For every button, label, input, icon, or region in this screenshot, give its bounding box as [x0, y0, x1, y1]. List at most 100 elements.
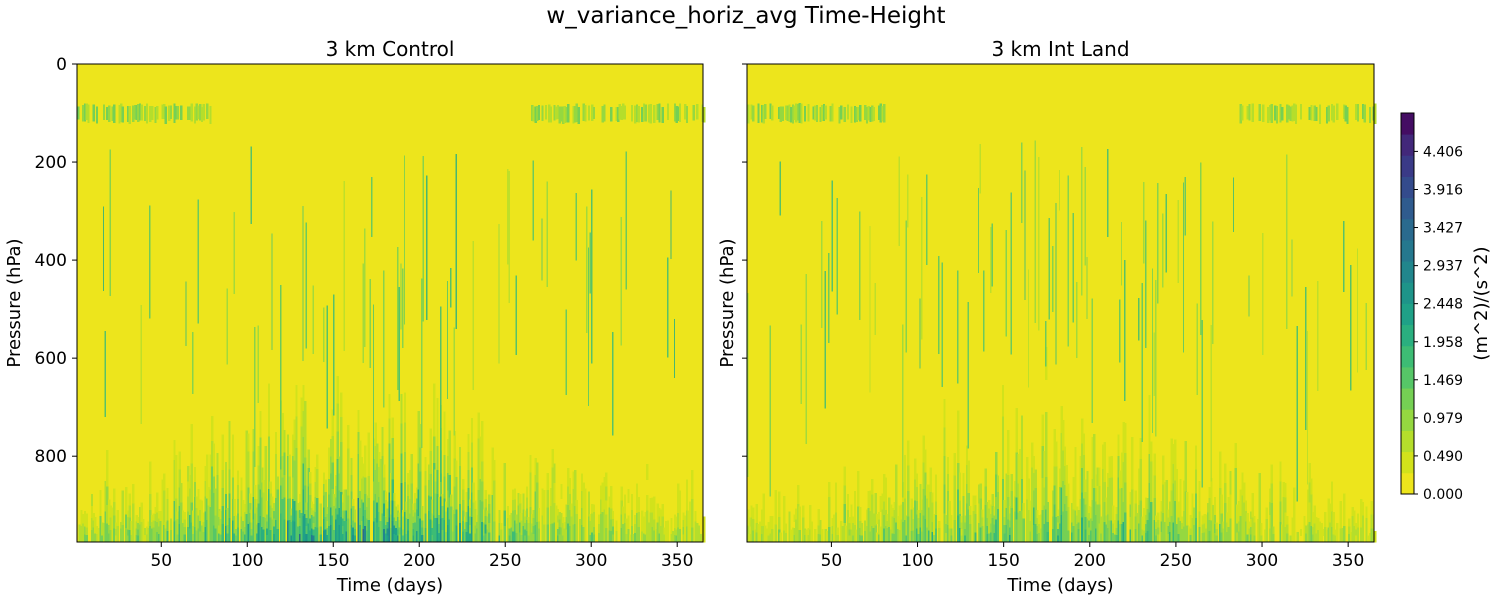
heatmap-cell [921, 520, 924, 532]
heatmap-cell [266, 507, 269, 516]
heatmap-cell [840, 520, 843, 532]
heatmap-cell [525, 486, 529, 498]
heatmap-cell [989, 514, 993, 524]
heatmap-streak [575, 193, 578, 261]
colorbar-segment [1401, 218, 1414, 241]
heatmap-cell [1155, 515, 1158, 523]
heatmap-cell [759, 531, 762, 543]
heatmap-cell [1007, 497, 1010, 521]
heatmap-cell [582, 512, 585, 528]
heatmap-cell [685, 526, 689, 543]
heatmap-cell [111, 524, 114, 543]
heatmap-cell [1163, 482, 1167, 503]
heatmap-cell [807, 527, 810, 536]
heatmap-cell [1020, 447, 1024, 480]
heatmap-cell [269, 505, 272, 519]
heatmap-cell [670, 534, 673, 543]
heatmap-upper-band [800, 103, 803, 124]
heatmap-cell [1219, 505, 1222, 525]
heatmap-cell [691, 498, 694, 514]
heatmap-cell [946, 491, 950, 509]
heatmap-cell [572, 489, 575, 508]
heatmap-cell [1053, 523, 1056, 543]
heatmap-cell [1182, 526, 1186, 543]
heatmap-cell [204, 526, 207, 543]
heatmap-cell [393, 517, 396, 527]
heatmap-cell [448, 475, 451, 498]
heatmap-upper-band [133, 105, 137, 120]
heatmap-cell [623, 494, 627, 505]
heatmap-upper-band [128, 106, 131, 124]
heatmap-cell [850, 504, 853, 518]
heatmap-cell [558, 527, 561, 535]
heatmap-cell [390, 514, 393, 529]
heatmap-cell [360, 478, 364, 501]
heatmap-cell [151, 528, 154, 536]
heatmap-cell [883, 528, 886, 543]
heatmap-cell [1239, 502, 1242, 517]
heatmap-cell [995, 497, 998, 520]
heatmap-cell [221, 524, 224, 543]
heatmap-cell [429, 519, 432, 543]
heatmap-cell [767, 522, 770, 530]
heatmap-cell [817, 533, 820, 543]
heatmap-cell [336, 514, 339, 543]
heatmap-cell [520, 520, 523, 529]
heatmap-cell [188, 515, 192, 530]
heatmap-cell [1370, 528, 1373, 543]
heatmap-cell [788, 511, 791, 528]
heatmap-cell [479, 457, 482, 480]
heatmap-cell [1253, 516, 1256, 524]
heatmap-cell [536, 482, 539, 503]
heatmap-cell [769, 533, 772, 543]
heatmap-cell [192, 518, 195, 527]
heatmap-cell [910, 531, 913, 543]
heatmap-cell [1334, 529, 1337, 537]
heatmap-cell [347, 518, 350, 543]
heatmap-cell [957, 489, 960, 517]
heatmap-upper-band [786, 105, 789, 122]
heatmap-cell [319, 511, 322, 520]
y-tick-label: 600 [35, 349, 67, 369]
heatmap-upper-band [784, 105, 788, 120]
heatmap-streak [957, 270, 959, 384]
heatmap-cell [470, 442, 474, 468]
heatmap-cell [1306, 524, 1310, 543]
heatmap-upper-band [678, 103, 682, 123]
heatmap-cell [529, 455, 532, 473]
heatmap-cell [219, 511, 222, 520]
heatmap-cell [1022, 502, 1025, 512]
heatmap-cell [360, 499, 364, 522]
heatmap-cell [687, 526, 690, 543]
heatmap-cell [979, 512, 982, 528]
heatmap-cell [412, 522, 415, 530]
heatmap-cell [247, 469, 250, 489]
heatmap-cell [1282, 482, 1285, 498]
heatmap-cell [852, 529, 855, 537]
colorbar-segment [1401, 176, 1414, 199]
heatmap-cell [1110, 477, 1113, 500]
heatmap-cell [221, 506, 224, 525]
heatmap-cell [1108, 520, 1111, 543]
heatmap-cell [484, 498, 487, 508]
heatmap-cell [1084, 479, 1087, 493]
heatmap-cell [1117, 456, 1120, 479]
heatmap-cell [488, 494, 491, 505]
colorbar-segment [1401, 303, 1414, 326]
heatmap-cell [601, 527, 604, 543]
heatmap-cell [233, 533, 236, 543]
heatmap-cell [1234, 492, 1237, 518]
heatmap-upper-band [812, 106, 815, 120]
heatmap-cell [479, 478, 482, 501]
heatmap-cell [173, 460, 176, 482]
x-tick-label: 100 [231, 551, 263, 571]
heatmap-cell [834, 512, 838, 528]
heatmap-cell [257, 484, 260, 505]
heatmap-cell [1184, 516, 1187, 543]
heatmap-cell [221, 470, 224, 489]
heatmap-cell [673, 528, 677, 536]
heatmap-cell [658, 516, 661, 526]
heatmap-cell [1215, 522, 1218, 530]
heatmap-cell [1355, 529, 1358, 537]
heatmap-cell [924, 449, 927, 473]
